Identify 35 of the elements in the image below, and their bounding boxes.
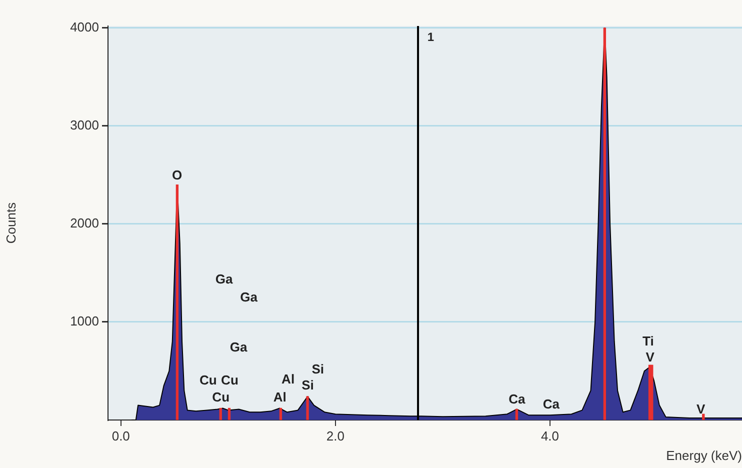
x-axis-title: Energy (keV) bbox=[666, 448, 742, 463]
y-tick-label: 2000 bbox=[70, 216, 99, 231]
annotation: O bbox=[172, 168, 182, 183]
annotation: Ga bbox=[215, 272, 234, 287]
annotation: Ti bbox=[642, 334, 654, 349]
annotation: V bbox=[696, 402, 706, 417]
annotation: V bbox=[646, 350, 655, 365]
annotation: Al bbox=[273, 390, 286, 405]
y-tick-label: 3000 bbox=[70, 118, 99, 133]
annotation: Ga bbox=[230, 339, 248, 354]
bar bbox=[603, 28, 606, 420]
bar bbox=[515, 408, 518, 420]
annotation: Cu bbox=[221, 372, 238, 388]
annotation: 1 bbox=[427, 30, 434, 44]
annotation: Si bbox=[302, 378, 314, 393]
annotation: Ca bbox=[508, 391, 526, 406]
bar bbox=[306, 396, 309, 420]
y-tick-label: 1000 bbox=[70, 314, 99, 329]
annotation: Ga bbox=[240, 289, 258, 304]
bar bbox=[702, 414, 705, 420]
bar bbox=[279, 408, 282, 420]
x-tick-label: 2.0 bbox=[326, 428, 344, 444]
annotation: Ca bbox=[542, 396, 560, 412]
bar bbox=[219, 408, 222, 420]
x-tick-label: 0.0 bbox=[112, 428, 130, 444]
annotation: Cu bbox=[212, 390, 230, 405]
annotation: Cu bbox=[200, 372, 217, 388]
bar bbox=[650, 364, 654, 420]
bar bbox=[228, 408, 231, 420]
annotation: Al bbox=[282, 371, 295, 386]
x-tick-label: 4.0 bbox=[540, 428, 560, 444]
y-tick-label: 4000 bbox=[70, 20, 99, 35]
bar bbox=[176, 184, 179, 420]
annotation: Si bbox=[312, 362, 324, 377]
y-axis-title: Counts bbox=[3, 202, 18, 244]
